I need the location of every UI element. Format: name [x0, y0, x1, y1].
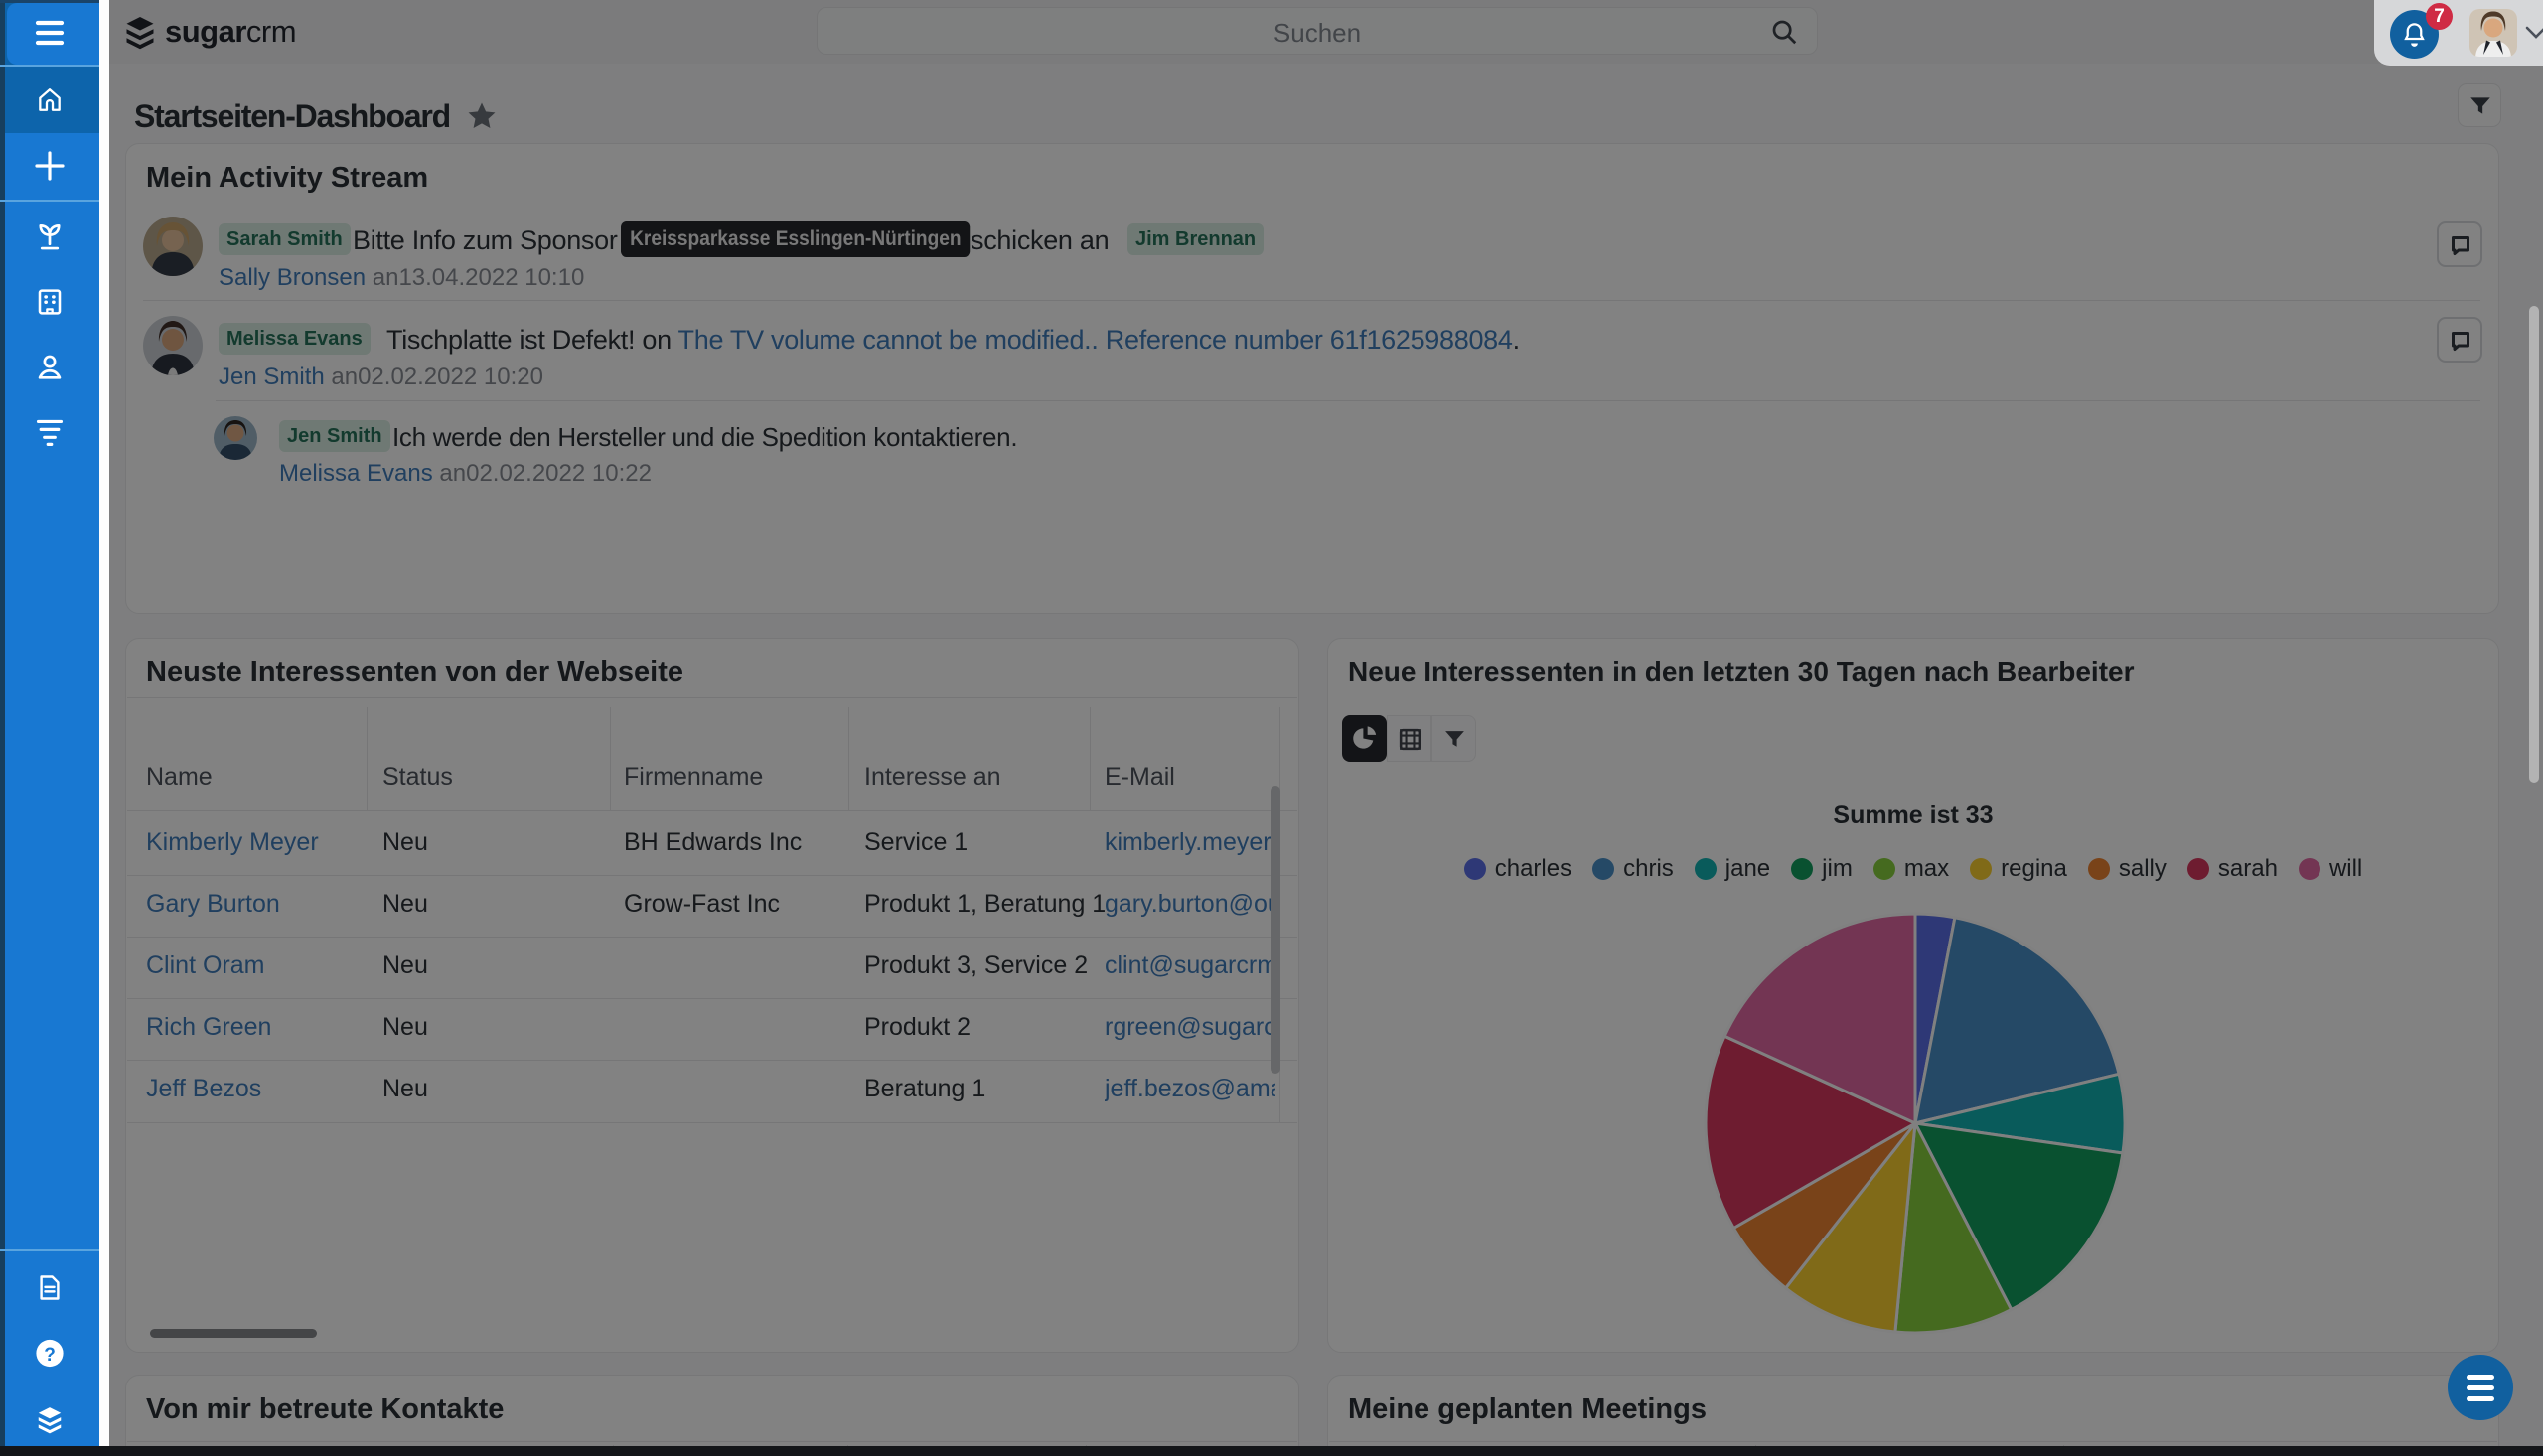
svg-text:?: ? [44, 1345, 56, 1366]
